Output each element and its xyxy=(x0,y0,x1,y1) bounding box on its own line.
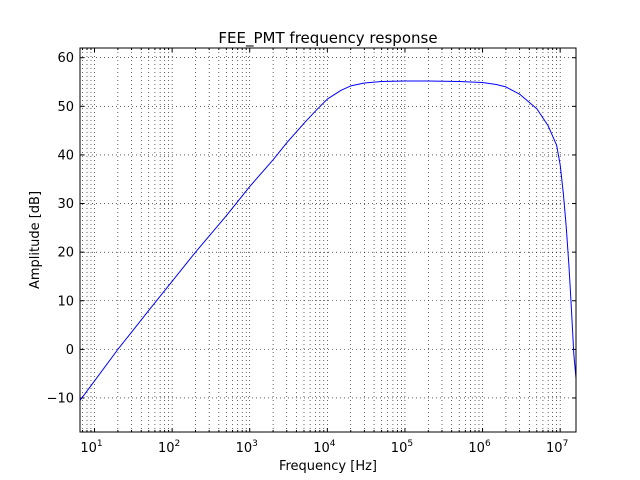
x-tick-label: 107 xyxy=(546,439,568,456)
y-tick-label: −10 xyxy=(47,391,74,406)
x-tick-base: 10 xyxy=(313,441,330,456)
x-tick-label: 101 xyxy=(80,439,102,456)
x-tick-label: 104 xyxy=(313,439,336,456)
y-tick-label: 0 xyxy=(66,343,74,358)
grid-lines xyxy=(80,48,576,432)
x-tick-base: 10 xyxy=(468,441,485,456)
x-tick-exponent: 3 xyxy=(252,439,258,449)
x-tick-exponent: 1 xyxy=(97,439,103,449)
chart-title: FEE_PMT frequency response xyxy=(218,29,437,48)
x-axis-label: Frequency [Hz] xyxy=(279,459,377,474)
y-axis-label: Amplitude [dB] xyxy=(28,191,43,289)
series-line xyxy=(79,80,577,401)
x-tick-exponent: 2 xyxy=(175,439,181,449)
x-tick-base: 10 xyxy=(546,441,563,456)
y-tick-label: 20 xyxy=(57,246,74,261)
x-tick-exponent: 4 xyxy=(330,439,336,449)
x-tick-exponent: 7 xyxy=(563,439,569,449)
y-tick-label: 50 xyxy=(57,100,74,115)
x-tick-labels: 101 102 103 104 105 106 107 xyxy=(80,439,568,456)
y-tick-labels: −10 0 10 20 30 40 50 60 xyxy=(47,51,74,406)
x-tick-exponent: 5 xyxy=(407,439,413,449)
x-tick-label: 106 xyxy=(468,439,491,456)
y-tick-label: 30 xyxy=(57,197,74,212)
x-tick-label: 102 xyxy=(158,439,180,456)
y-tick-label: 10 xyxy=(57,294,74,309)
x-tick-exponent: 6 xyxy=(485,439,491,449)
x-tick-base: 10 xyxy=(158,441,175,456)
x-tick-base: 10 xyxy=(80,441,97,456)
x-tick-base: 10 xyxy=(236,441,253,456)
y-tick-label: 60 xyxy=(57,51,74,66)
y-tick-label: 40 xyxy=(57,148,74,163)
x-tick-label: 105 xyxy=(391,439,413,456)
plot-frame xyxy=(79,47,577,433)
x-tick-label: 103 xyxy=(236,439,258,456)
series-layer xyxy=(79,80,577,401)
x-tick-base: 10 xyxy=(391,441,408,456)
